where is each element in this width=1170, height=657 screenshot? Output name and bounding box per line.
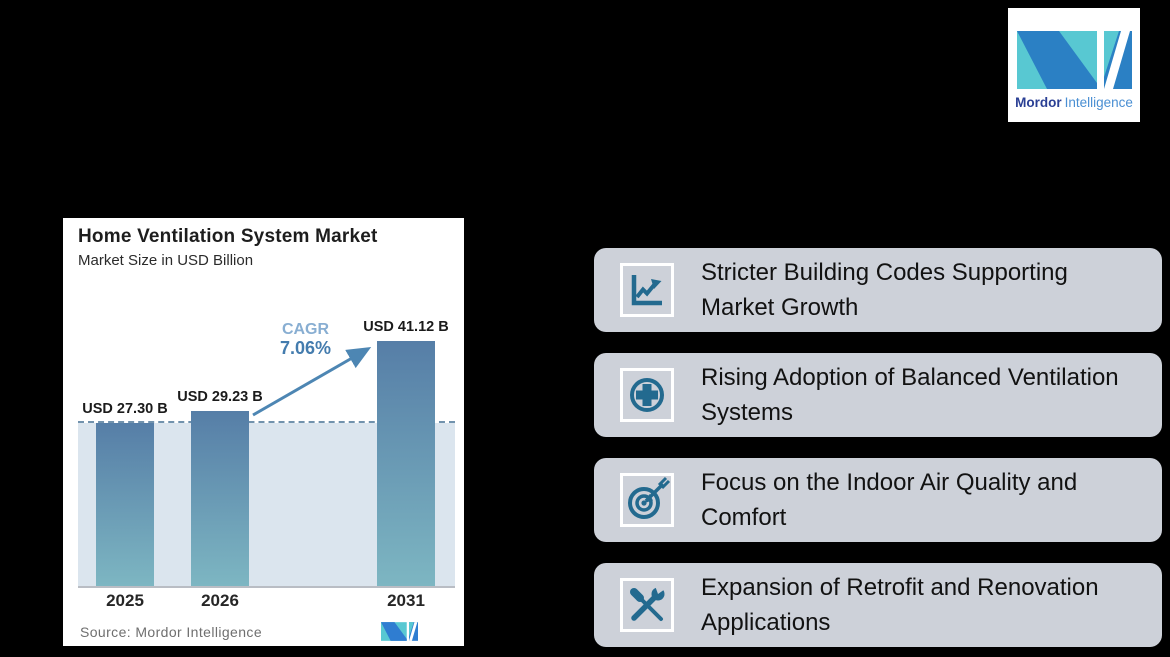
driver-line: Rising Adoption of Balanced Ventilation xyxy=(701,364,1119,391)
x-tick-2026: 2026 xyxy=(201,591,239,610)
chart-subtitle: Market Size in USD Billion xyxy=(78,252,254,269)
brand-name: Mordor Intelligence xyxy=(1015,96,1133,110)
driver-line: Focus on the Indoor Air Quality and xyxy=(701,469,1078,496)
driver-line: Systems xyxy=(701,399,794,426)
value-label-2025: USD 27.30 B xyxy=(82,401,168,417)
value-label-2026: USD 29.23 B xyxy=(177,389,263,405)
value-label-2031: USD 41.12 B xyxy=(363,319,449,335)
bar-2025 xyxy=(96,423,154,586)
brand-name-bold: Mordor xyxy=(1015,95,1062,110)
driver-line: Stricter Building Codes Supporting xyxy=(701,259,1068,286)
cagr-annotation: CAGR 7.06% xyxy=(248,321,363,358)
x-tick-2031: 2031 xyxy=(387,591,425,610)
driver-line: Comfort xyxy=(701,504,787,531)
brand-name-light: Intelligence xyxy=(1064,95,1133,110)
icon-tile xyxy=(620,368,674,422)
icon-tile xyxy=(620,578,674,632)
driver-text: Rising Adoption of Balanced Ventilation … xyxy=(701,360,1119,430)
driver-card-building-codes: Stricter Building Codes Supporting Marke… xyxy=(594,248,1162,332)
cagr-label: CAGR xyxy=(281,321,330,338)
driver-text: Expansion of Retrofit and Renovation App… xyxy=(701,570,1099,640)
target-icon xyxy=(628,476,671,519)
driver-line: Market Growth xyxy=(701,294,859,321)
plus-circle-icon xyxy=(630,378,664,412)
icon-tile xyxy=(620,473,674,527)
baseline-dashed-line xyxy=(78,421,455,423)
bar-2026 xyxy=(191,411,249,586)
source-row: Source: Mordor Intelligence xyxy=(80,624,262,640)
tools-icon xyxy=(630,583,668,621)
driver-line: Expansion of Retrofit and Renovation xyxy=(701,574,1099,601)
brand-logo-card: Mordor Intelligence xyxy=(1008,8,1140,122)
chart-growth-icon xyxy=(631,275,662,306)
footer-mini-logo-icon xyxy=(381,622,418,641)
x-axis-line xyxy=(78,586,455,588)
x-tick-2025: 2025 xyxy=(106,591,144,610)
cagr-value: 7.06% xyxy=(279,338,332,358)
chart-title: Home Ventilation System Market xyxy=(78,226,378,247)
bar-2031 xyxy=(377,341,435,586)
driver-text: Focus on the Indoor Air Quality and Comf… xyxy=(701,465,1077,535)
mordor-intelligence-logo-icon xyxy=(1016,31,1132,89)
source-value: Mordor Intelligence xyxy=(135,624,263,640)
driver-line: Applications xyxy=(701,609,831,636)
driver-card-air-quality: Focus on the Indoor Air Quality and Comf… xyxy=(594,458,1162,542)
icon-tile xyxy=(620,263,674,317)
driver-text: Stricter Building Codes Supporting Marke… xyxy=(701,255,1068,325)
driver-card-retrofit: Expansion of Retrofit and Renovation App… xyxy=(594,563,1162,647)
driver-card-balanced-ventilation: Rising Adoption of Balanced Ventilation … xyxy=(594,353,1162,437)
chart-card: Home Ventilation System Market Market Si… xyxy=(63,218,464,646)
source-label: Source: xyxy=(80,624,132,640)
